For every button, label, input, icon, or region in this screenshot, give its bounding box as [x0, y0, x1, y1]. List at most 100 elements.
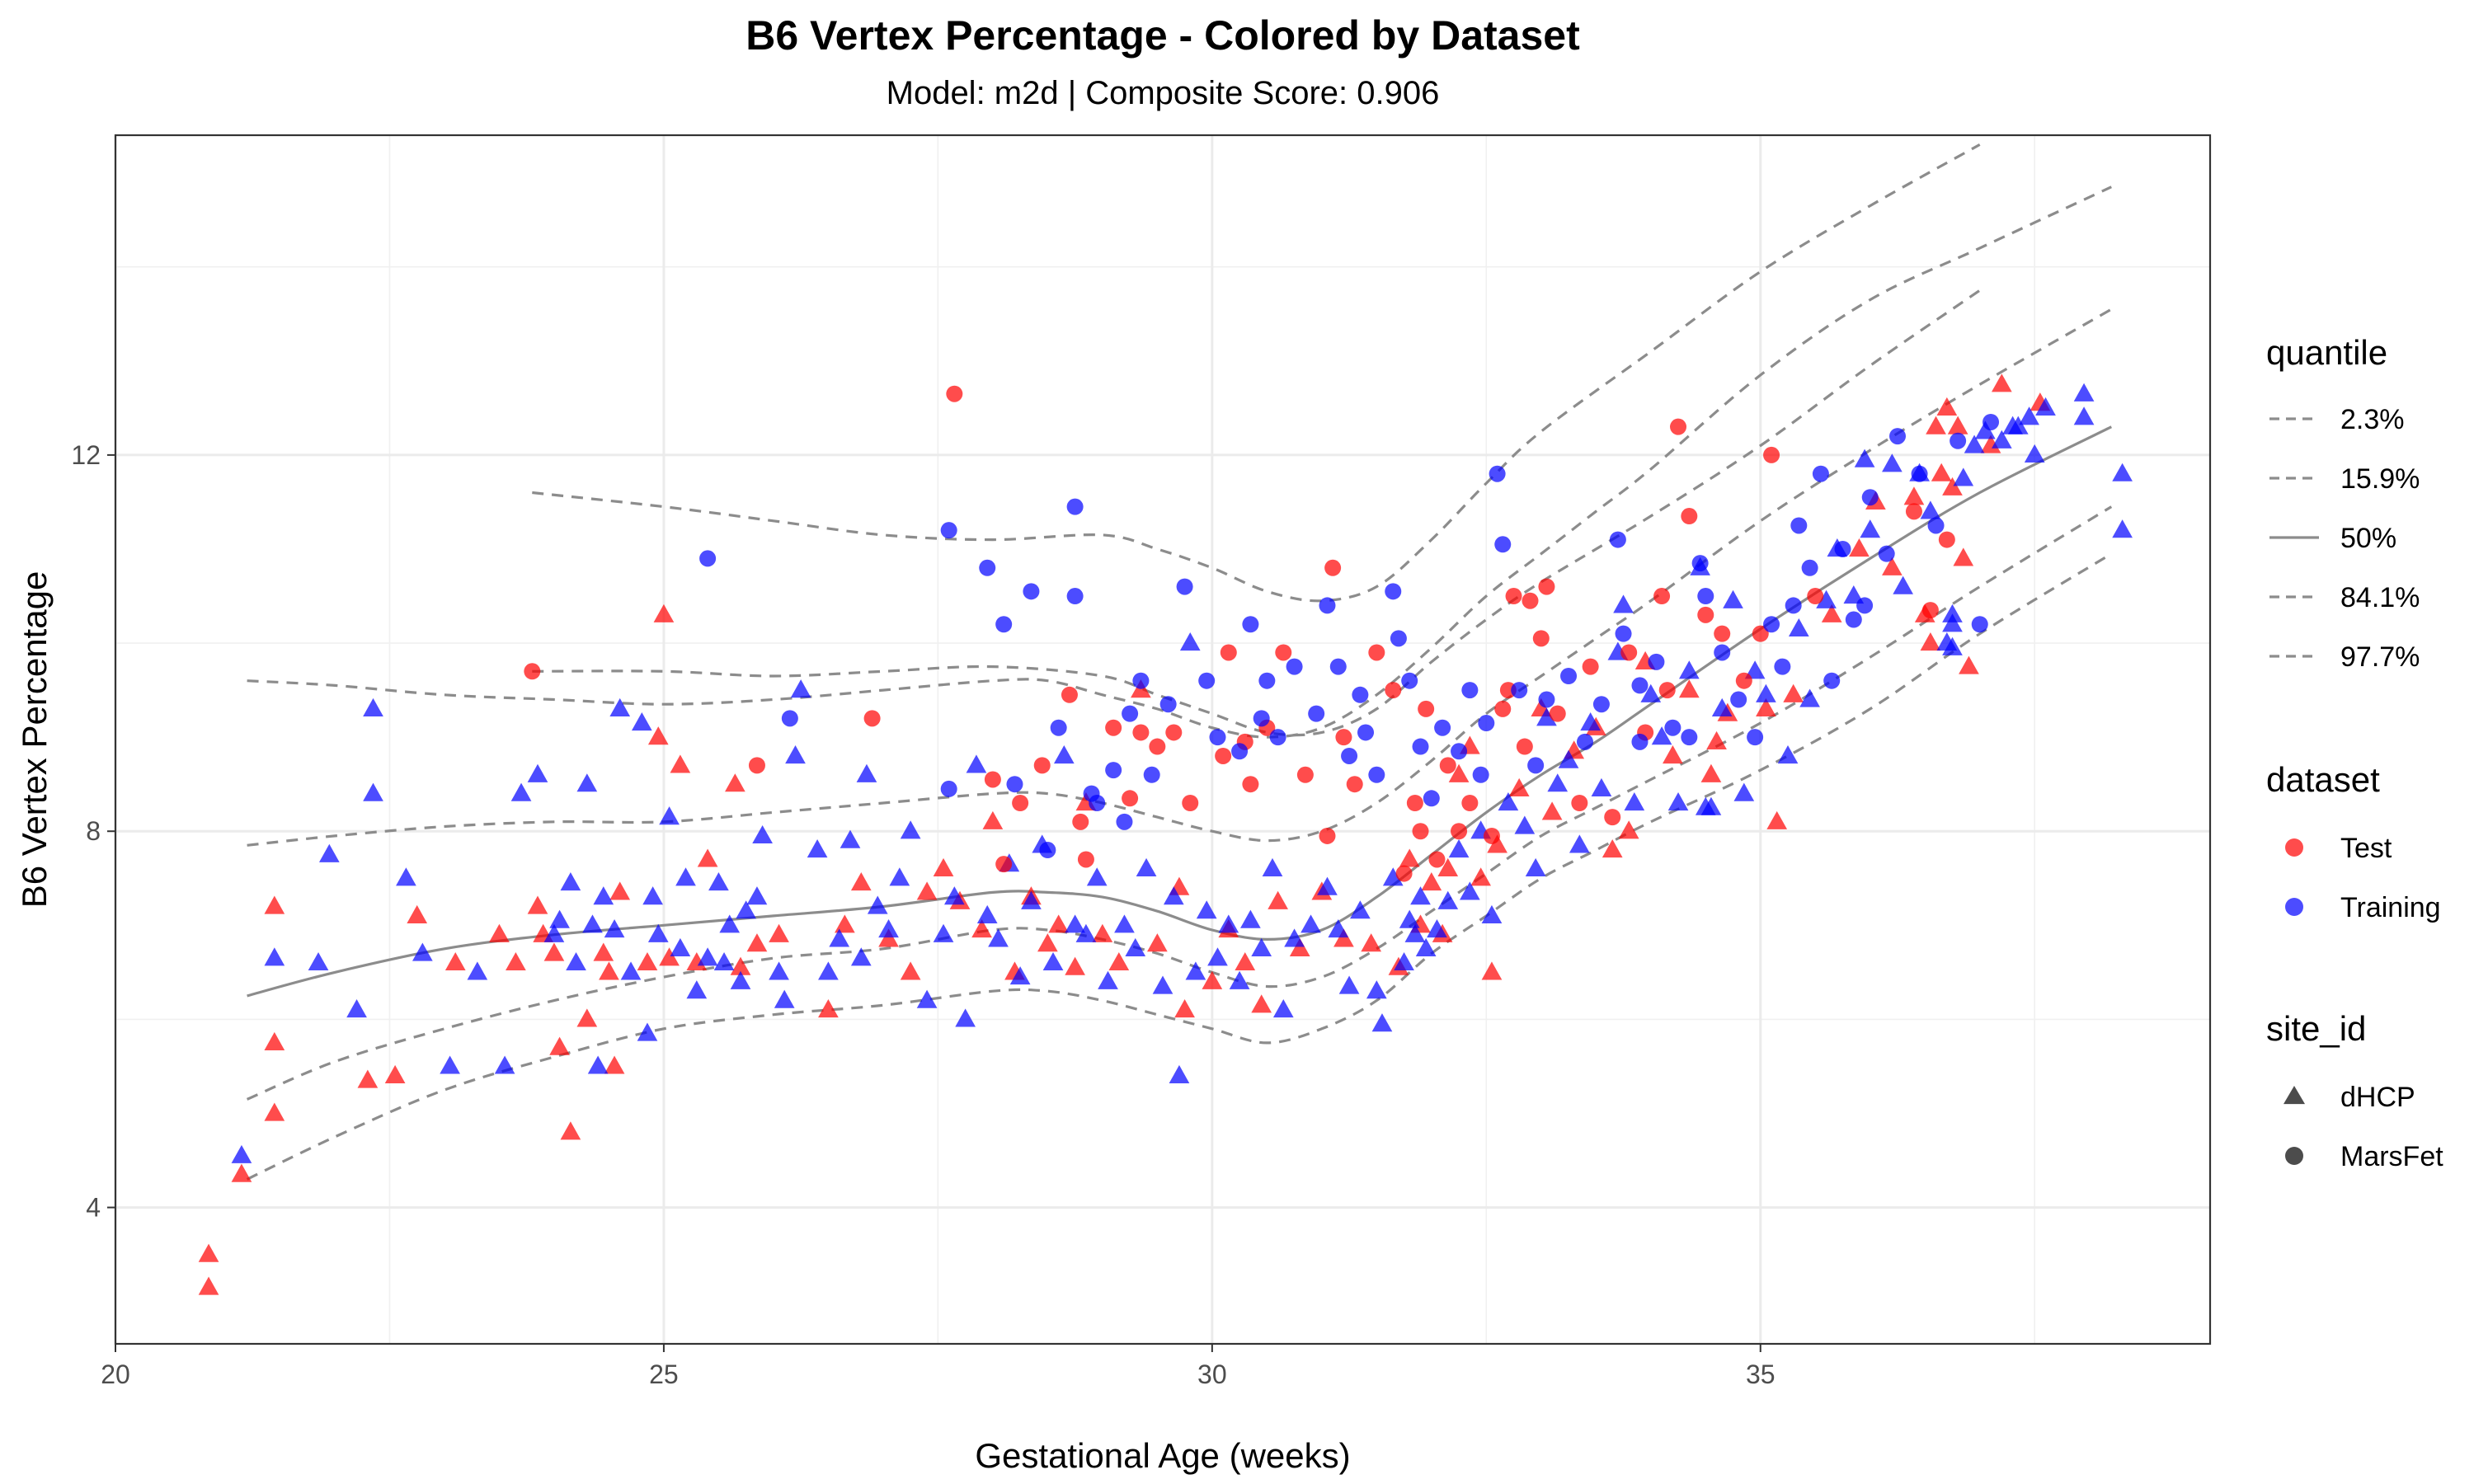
point-test-dhcp	[1174, 998, 1195, 1018]
point-test-dhcp	[384, 1064, 406, 1083]
point-training-dhcp	[675, 867, 696, 886]
point-training-dhcp	[1185, 961, 1206, 980]
point-training-dhcp	[1547, 773, 1569, 792]
point-test-dhcp	[1991, 373, 2012, 392]
point-test-dhcp	[1980, 434, 2001, 453]
point-training-dhcp	[1514, 815, 1536, 834]
point-training-marsfet	[1812, 465, 1829, 482]
point-training-dhcp	[1744, 660, 1766, 679]
point-training-marsfet	[1861, 489, 1879, 506]
point-training-marsfet	[1357, 724, 1375, 741]
legend-label-dataset: Training	[2340, 892, 2441, 923]
quantile-curve-2-3pct	[246, 552, 2113, 1181]
point-training-dhcp	[1086, 867, 1108, 886]
point-training-dhcp	[2024, 444, 2045, 463]
point-training-marsfet	[940, 780, 957, 797]
point-test-dhcp	[264, 895, 285, 914]
point-test-dhcp	[1959, 655, 1979, 674]
point-test-marsfet	[1532, 630, 1550, 647]
point-training-marsfet	[1856, 597, 1874, 614]
point-training-dhcp	[1624, 792, 1645, 811]
point-training-marsfet	[1681, 729, 1698, 746]
point-training-dhcp	[708, 871, 729, 891]
legend-label-quantile: 15.9%	[2340, 463, 2420, 495]
panel-border	[114, 134, 2212, 1345]
point-training-dhcp	[976, 904, 998, 924]
legend-dataset: dataset Test Training	[2266, 760, 2441, 923]
point-training-marsfet	[1592, 696, 1610, 713]
point-test-marsfet	[863, 710, 881, 727]
point-training-dhcp	[955, 1008, 976, 1027]
point-training-marsfet	[1790, 517, 1808, 534]
point-test-marsfet	[1033, 757, 1051, 774]
point-training-dhcp	[916, 989, 938, 1008]
point-training-marsfet	[1451, 743, 1468, 760]
point-test-dhcp	[1920, 632, 1941, 651]
point-test-dhcp	[1108, 951, 1130, 971]
point-test-dhcp	[407, 904, 428, 924]
point-test-dhcp	[1361, 933, 1382, 952]
point-test-dhcp	[818, 998, 839, 1018]
point-test-dhcp	[1821, 603, 1842, 622]
point-training-marsfet	[781, 710, 798, 727]
point-test-dhcp	[1706, 730, 1727, 749]
point-test-marsfet	[1275, 644, 1292, 661]
point-test-marsfet	[1461, 795, 1479, 812]
point-test-marsfet	[1077, 851, 1094, 868]
point-training-dhcp	[1338, 975, 1360, 994]
point-training-dhcp	[1854, 448, 1875, 467]
point-test-dhcp	[231, 1163, 252, 1182]
quantile-curve-extra-upper-1	[532, 143, 1981, 603]
point-training-dhcp	[1053, 744, 1075, 764]
point-training-dhcp	[713, 951, 735, 971]
point-test-marsfet	[1620, 644, 1638, 661]
x-tick-label: 30	[1197, 1360, 1227, 1389]
point-training-marsfet	[1209, 729, 1226, 746]
point-test-dhcp	[198, 1276, 219, 1295]
point-training-dhcp	[867, 895, 888, 914]
point-test-dhcp	[653, 603, 675, 622]
legend-key-dataset	[2285, 898, 2303, 916]
point-test-dhcp	[444, 951, 466, 971]
point-test-dhcp	[1756, 697, 1776, 717]
point-training-marsfet	[1006, 776, 1023, 793]
point-test-dhcp	[1437, 857, 1459, 876]
point-training-marsfet	[1785, 597, 1802, 614]
point-training-marsfet	[1023, 583, 1040, 600]
y-tick-label: 4	[86, 1193, 101, 1223]
point-test-marsfet	[1516, 738, 1533, 755]
x-axis: 20 25 30 35	[101, 1344, 1776, 1389]
point-training-marsfet	[1089, 795, 1106, 812]
point-training-dhcp	[1816, 589, 1837, 608]
plot-panel	[114, 134, 2212, 1345]
point-test-dhcp	[1251, 994, 1272, 1013]
point-test-marsfet	[1335, 729, 1352, 746]
point-test-marsfet	[1451, 823, 1468, 840]
point-training-dhcp	[1964, 434, 1985, 453]
point-test-dhcp	[725, 773, 745, 792]
point-test-dhcp	[1487, 834, 1507, 853]
point-training-dhcp	[1860, 519, 1881, 538]
point-training-dhcp	[1536, 707, 1557, 726]
point-test-marsfet	[995, 856, 1013, 873]
point-training-marsfet	[1286, 658, 1303, 675]
point-training-marsfet	[1527, 757, 1545, 774]
point-training-dhcp	[1613, 594, 1634, 613]
point-training-dhcp	[1460, 881, 1480, 900]
point-training-dhcp	[543, 923, 565, 942]
point-training-dhcp	[1371, 1013, 1393, 1032]
point-training-dhcp	[659, 806, 680, 825]
point-training-dhcp	[1591, 777, 1612, 796]
point-test-marsfet	[1582, 658, 1599, 675]
point-training-dhcp	[566, 951, 586, 971]
point-training-marsfet	[1352, 686, 1369, 703]
point-training-marsfet	[1122, 705, 1139, 722]
point-training-dhcp	[1651, 726, 1672, 745]
point-test-dhcp	[198, 1243, 219, 1262]
point-training-marsfet	[1691, 555, 1709, 572]
point-training-dhcp	[560, 871, 581, 891]
point-training-marsfet	[1730, 691, 1747, 708]
point-training-dhcp	[363, 782, 383, 801]
point-test-marsfet	[1483, 827, 1500, 844]
point-test-marsfet	[1132, 724, 1150, 741]
